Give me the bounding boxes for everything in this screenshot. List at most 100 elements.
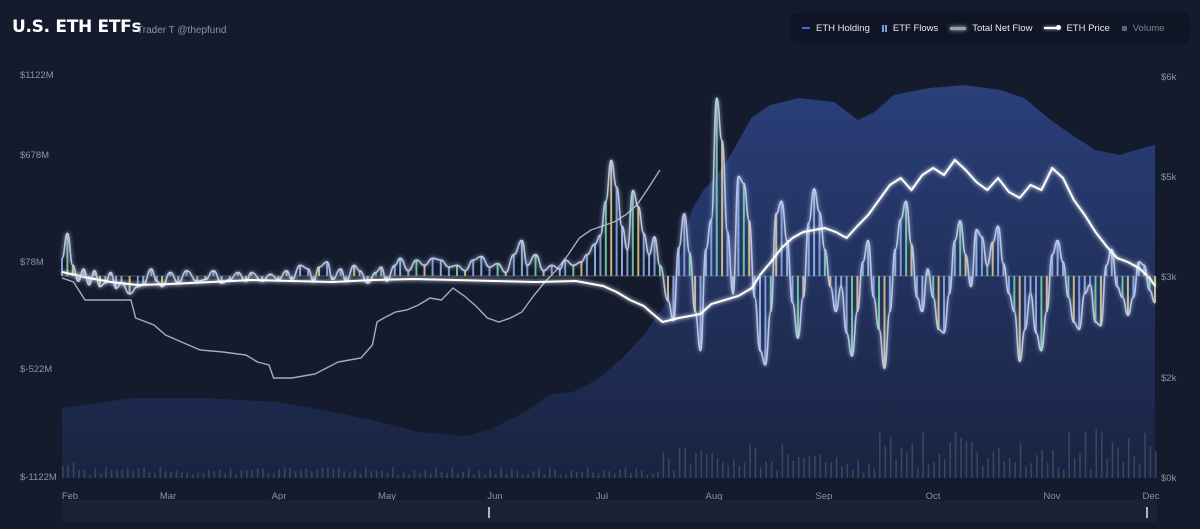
volume-bar xyxy=(624,467,627,478)
flow-bar xyxy=(980,236,983,276)
volume-bar xyxy=(435,468,437,478)
volume-bar xyxy=(857,459,859,478)
volume-bar xyxy=(489,469,492,478)
scrollbar-handle-right[interactable] xyxy=(1146,507,1148,518)
flow-bar xyxy=(1121,276,1124,298)
flow-bar xyxy=(807,222,810,276)
volume-bar xyxy=(457,473,459,478)
volume-bar xyxy=(576,471,578,478)
flow-bar xyxy=(672,276,675,321)
flow-bar xyxy=(220,276,223,284)
flow-bar xyxy=(245,276,247,282)
flow-bar xyxy=(526,265,529,276)
flow-bar xyxy=(480,256,483,276)
flow-bar xyxy=(775,213,778,276)
flow-bar xyxy=(610,160,613,276)
volume-bar xyxy=(1155,451,1157,478)
volume-bar xyxy=(316,468,318,478)
flow-bar xyxy=(997,226,1000,276)
volume-bar xyxy=(213,470,216,478)
volume-bar xyxy=(862,472,865,478)
x-tick-label: May xyxy=(378,491,396,502)
flow-bar xyxy=(504,272,507,276)
flow-bar xyxy=(1099,276,1102,326)
flow-bar xyxy=(277,276,280,280)
volume-bar xyxy=(776,470,778,478)
flow-bar xyxy=(780,201,783,276)
volume-bar xyxy=(1144,432,1146,478)
legend-item-total-net-flow[interactable]: Total Net Flow xyxy=(950,23,1032,34)
flow-bar xyxy=(1116,276,1119,287)
flow-bar xyxy=(764,276,767,365)
volume-bar xyxy=(527,473,529,478)
chart-title: U.S. ETH ETFs xyxy=(12,17,142,37)
flow-bar xyxy=(431,258,434,276)
flow-bar xyxy=(615,187,618,276)
flow-bar xyxy=(261,276,264,282)
volume-bar xyxy=(89,474,91,478)
flow-bar xyxy=(829,276,832,287)
flow-bar xyxy=(98,276,101,287)
volume-bar xyxy=(240,470,243,478)
volume-bar xyxy=(922,432,924,478)
flow-bar xyxy=(594,244,596,276)
flow-bar xyxy=(737,176,740,276)
volume-bar xyxy=(99,473,102,478)
flow-bar xyxy=(726,231,729,276)
volume-bar xyxy=(711,452,713,478)
volume-bar xyxy=(716,458,719,478)
x-tick-label: Apr xyxy=(272,491,287,502)
chart-author: Trader T @thepfund xyxy=(137,25,227,36)
volume-bar xyxy=(246,470,248,478)
volume-bar xyxy=(300,470,302,478)
flow-bar xyxy=(415,260,418,276)
flow-bar xyxy=(604,201,607,276)
legend-item-etf-flows[interactable]: ETF Flows xyxy=(881,22,939,34)
flow-bar xyxy=(104,276,107,284)
flow-bar xyxy=(534,254,537,276)
volume-bar xyxy=(1003,461,1006,478)
flow-bar xyxy=(1105,265,1108,276)
volume-bar xyxy=(1133,456,1135,478)
volume-bar xyxy=(538,468,540,478)
flow-bar xyxy=(291,276,293,280)
volume-bar xyxy=(429,473,432,478)
volume-bar xyxy=(1095,428,1098,478)
flow-bar xyxy=(558,268,561,276)
volume-bar xyxy=(505,473,508,478)
flow-bar xyxy=(331,276,334,280)
volume-bar xyxy=(781,443,784,478)
flow-bar xyxy=(318,267,320,276)
x-tick-label: Dec xyxy=(1143,491,1160,502)
flow-bar xyxy=(496,263,499,276)
volume-bar xyxy=(78,470,80,478)
flow-bar xyxy=(742,183,745,276)
scrollbar-handle-left[interactable] xyxy=(488,507,490,518)
legend-label: ETF Flows xyxy=(892,22,939,34)
flow-bar xyxy=(856,276,859,312)
legend-item-volume[interactable]: Volume xyxy=(1121,23,1164,34)
volume-bar xyxy=(478,470,481,478)
flow-bar xyxy=(120,276,123,284)
timeline-scrollbar[interactable] xyxy=(62,500,1157,522)
volume-bar xyxy=(998,447,1000,478)
volume-bar xyxy=(1068,431,1070,478)
volume-bar xyxy=(440,471,443,478)
flow-bar xyxy=(964,254,967,276)
flow-bar xyxy=(899,219,902,276)
y-axis-right: $6k $5k $3k $2k $0k xyxy=(1161,72,1177,484)
volume-bar xyxy=(933,462,935,478)
volume-bar xyxy=(1106,458,1108,478)
volume-bar xyxy=(608,471,611,478)
volume-bar xyxy=(722,462,724,478)
volume-bar xyxy=(635,468,638,478)
flow-bar xyxy=(926,268,929,276)
volume-bar xyxy=(532,471,535,478)
flow-bar xyxy=(953,240,956,276)
flow-bar xyxy=(791,276,794,303)
flow-bar xyxy=(312,276,315,282)
legend-item-eth-price[interactable]: ETH Price xyxy=(1044,23,1110,34)
legend-item-eth-holding[interactable]: ETH Holding xyxy=(802,23,870,34)
flow-bar xyxy=(1045,276,1048,312)
volume-bar xyxy=(733,459,735,478)
